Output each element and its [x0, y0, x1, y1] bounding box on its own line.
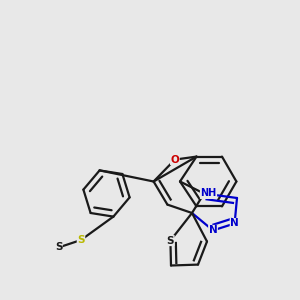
Text: O: O [170, 154, 179, 165]
Text: N: N [230, 218, 239, 229]
Text: N: N [208, 225, 217, 236]
Text: S: S [55, 242, 62, 253]
Text: S: S [77, 235, 85, 245]
Text: NH: NH [200, 188, 217, 199]
Text: S: S [167, 236, 174, 246]
